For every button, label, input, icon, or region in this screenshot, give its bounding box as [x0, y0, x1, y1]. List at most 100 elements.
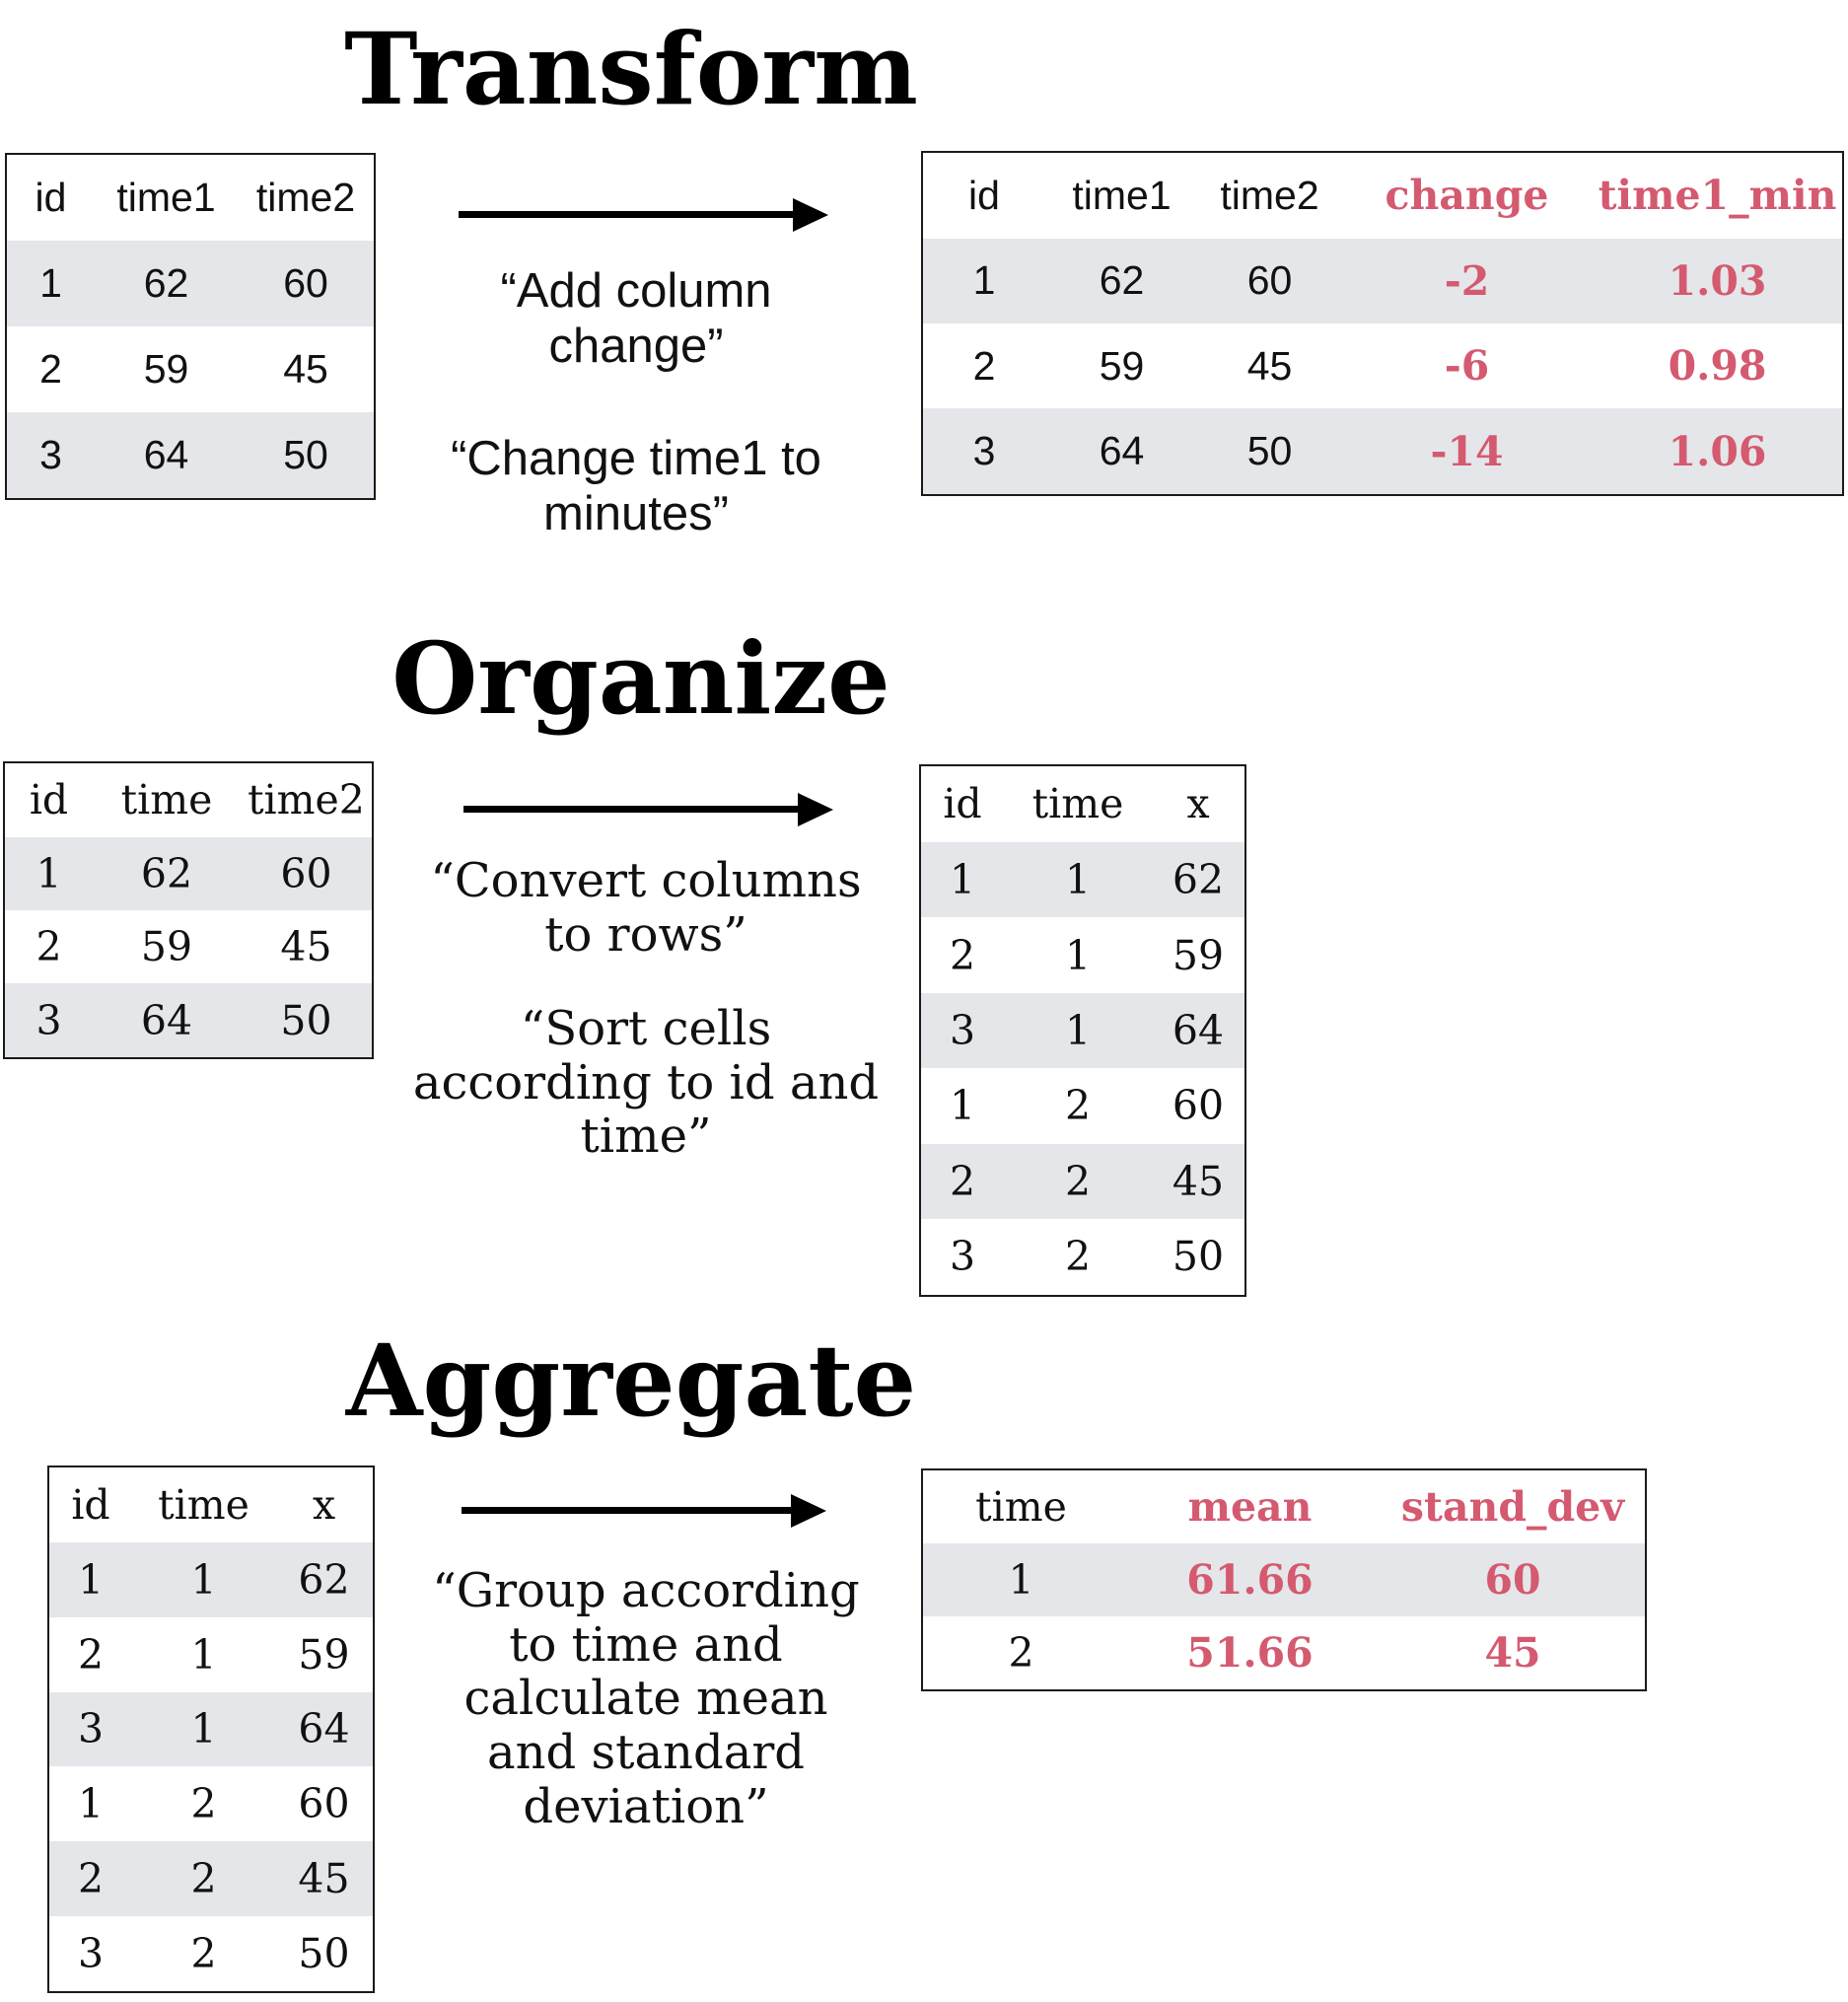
table-cell: 64 — [93, 983, 241, 1058]
table-row: 2 59 45 — [6, 326, 375, 412]
table-cell: 0.98 — [1668, 342, 1767, 391]
table-cell: 45 — [1246, 342, 1293, 389]
table-header-row: id time x — [920, 765, 1245, 842]
table-row: 2 1 59 — [920, 917, 1245, 992]
table-header-row: time mean stand_dev — [922, 1469, 1646, 1543]
table-cell: 59 — [298, 1630, 350, 1679]
table-row: 2 51.66 45 — [922, 1616, 1646, 1690]
table-cell: 45 — [1484, 1628, 1541, 1677]
aggregate-input-table: id time x 1 1 62 2 1 59 3 1 64 1 2 60 2 … — [47, 1466, 375, 1993]
table-header-cell: time2 — [248, 776, 365, 824]
table-row: 2 59 45 -6 0.98 — [922, 323, 1843, 408]
table-header-cell: x — [1186, 780, 1210, 828]
table-cell: 1 — [190, 1630, 217, 1679]
table-row: 1 62 60 -2 1.03 — [922, 238, 1843, 323]
table-cell: 1 — [132, 1691, 275, 1767]
table-cell: 60 — [241, 836, 373, 910]
aggregate-output-table: time mean stand_dev 1 61.66 60 2 51.66 4… — [921, 1468, 1647, 1691]
table-cell: 2 — [920, 1143, 1004, 1219]
table-cell: 60 — [1172, 1082, 1225, 1130]
table-cell: 2 — [1064, 1082, 1092, 1130]
table-row: 3 64 50 -14 1.06 — [922, 408, 1843, 495]
table-header-cell: stand_dev — [1400, 1483, 1625, 1532]
table-cell: 3 — [949, 1233, 976, 1281]
table-cell: 64 — [275, 1691, 374, 1767]
table-header-cell: time — [158, 1481, 249, 1530]
table-row: 3 1 64 — [920, 992, 1245, 1069]
table-cell: 59 — [143, 345, 189, 392]
table-header-cell: id — [29, 776, 69, 824]
table-header-cell: time2 — [1220, 172, 1319, 218]
table-row: 2 59 45 — [4, 910, 373, 983]
table-header-cell: id — [968, 172, 1000, 218]
table-cell: 1 — [922, 238, 1045, 323]
table-cell: 1 — [48, 1542, 132, 1617]
table-cell: 2 — [190, 1929, 217, 1977]
table-row: 2 2 45 — [48, 1841, 374, 1916]
table-cell: 1 — [922, 1543, 1119, 1616]
transform-caption-time-to-minutes: “Change time1 to minutes” — [451, 432, 821, 540]
table-row: 3 64 50 — [4, 983, 373, 1058]
table-cell: 50 — [298, 1929, 350, 1977]
table-cell: 62 — [275, 1542, 374, 1617]
table-cell: 45 — [1152, 1143, 1245, 1219]
table-row: 1 61.66 60 — [922, 1543, 1646, 1616]
table-cell: 50 — [1172, 1233, 1225, 1281]
table-header-cell: id — [943, 780, 982, 828]
table-cell: 64 — [1152, 992, 1245, 1069]
transform-arrow-icon — [459, 195, 828, 235]
table-header-row: id time1 time2 change time1_min — [922, 152, 1843, 239]
transform-input-table: id time1 time2 1 62 60 2 59 45 3 64 50 — [5, 153, 376, 500]
table-header-cell: mean — [1187, 1483, 1313, 1532]
table-header-cell: time — [1031, 780, 1124, 828]
table-header-cell: id — [35, 175, 67, 221]
table-header-cell: time1_min — [1598, 172, 1837, 220]
transform-caption-add-column: “Add column change” — [500, 264, 772, 373]
table-row: 1 2 60 — [920, 1068, 1245, 1143]
table-cell: 51.66 — [1186, 1628, 1314, 1677]
organize-input-table: id time time2 1 62 60 2 59 45 3 64 50 — [3, 761, 374, 1059]
table-cell: 3 — [920, 992, 1004, 1069]
table-header-row: id time x — [48, 1466, 374, 1542]
table-cell: 3 — [77, 1929, 105, 1977]
table-cell: 2 — [36, 923, 62, 971]
table-cell: 1 — [920, 841, 1004, 918]
table-header-cell: time — [120, 776, 213, 824]
table-row: 2 2 45 — [920, 1143, 1245, 1219]
table-cell: 1 — [132, 1542, 275, 1617]
table-cell: 62 — [95, 241, 238, 326]
table-cell: 3 — [48, 1691, 132, 1767]
table-header-cell: time — [975, 1483, 1067, 1532]
table-cell: 45 — [280, 923, 332, 971]
table-row: 1 62 60 — [4, 836, 373, 910]
table-cell: 59 — [140, 923, 193, 971]
table-row: 3 1 64 — [48, 1691, 374, 1767]
table-cell: 1 — [77, 1780, 105, 1828]
table-row: 1 62 60 — [6, 241, 375, 326]
table-cell: 64 — [95, 411, 238, 499]
table-row: 2 1 59 — [48, 1617, 374, 1692]
table-cell: 50 — [1198, 408, 1341, 495]
aggregate-arrow-icon — [462, 1491, 826, 1531]
table-row: 3 64 50 — [6, 411, 375, 499]
table-cell: -2 — [1341, 238, 1593, 323]
table-header-cell: time1 — [1072, 172, 1172, 218]
aggregate-title: Aggregate — [345, 1323, 917, 1439]
table-cell: 60 — [1381, 1543, 1646, 1616]
table-cell: 45 — [283, 345, 328, 392]
table-cell: 62 — [93, 836, 241, 910]
organize-output-table: id time x 1 1 62 2 1 59 3 1 64 1 2 60 2 … — [919, 764, 1246, 1297]
table-cell: 60 — [1198, 238, 1341, 323]
table-cell: 2 — [190, 1780, 217, 1828]
table-cell: 2 — [48, 1841, 132, 1916]
table-cell: -14 — [1341, 408, 1593, 495]
table-cell: 2 — [972, 342, 996, 389]
table-header-cell: change — [1385, 172, 1549, 220]
table-header-row: id time time2 — [4, 762, 373, 837]
table-cell: 2 — [132, 1841, 275, 1916]
table-row: 1 1 62 — [48, 1542, 374, 1617]
table-cell: -6 — [1444, 342, 1490, 391]
organize-arrow-icon — [463, 790, 833, 829]
table-cell: 2 — [1004, 1143, 1152, 1219]
table-cell: 1 — [1004, 992, 1152, 1069]
